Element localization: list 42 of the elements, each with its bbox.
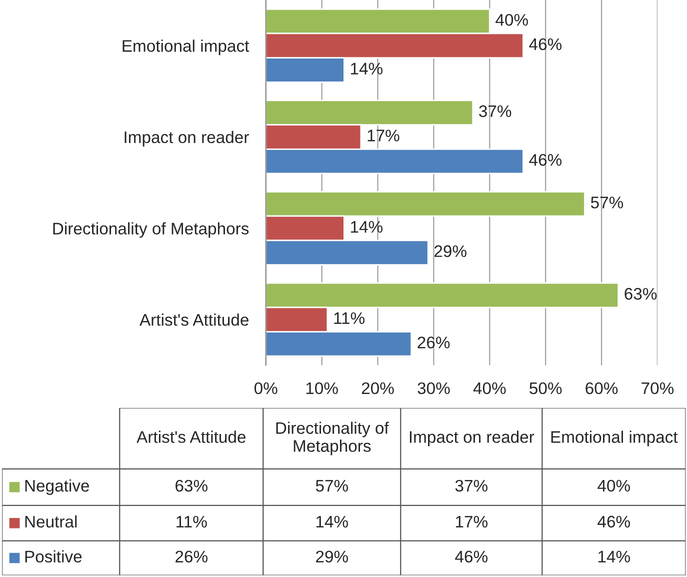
legend-label: Negative	[25, 479, 90, 495]
data-label: 63%	[624, 288, 657, 300]
data-label: 40%	[496, 14, 528, 26]
data-label: 37%	[479, 105, 512, 118]
category-label: Directionality of Metaphors	[276, 422, 389, 456]
data-label: 14%	[351, 62, 383, 74]
text: 46%	[598, 516, 630, 528]
data-label: 46%	[529, 154, 562, 166]
text: 57%	[316, 480, 348, 492]
y-tick-label: Artist's Attitude	[140, 314, 248, 326]
text: 37%	[455, 480, 488, 492]
text: 26%	[176, 550, 208, 563]
text: 11%	[176, 516, 207, 528]
data-label: 17%	[368, 130, 400, 142]
text: 14%	[598, 550, 630, 562]
text: 14%	[316, 516, 348, 528]
text: 17%	[456, 516, 488, 528]
x-tick-label: 30%	[418, 382, 450, 394]
category-label: Emotional impact	[551, 430, 678, 446]
data-label: 14%	[351, 221, 383, 233]
text: 46%	[455, 550, 488, 563]
x-tick-label: 70%	[642, 382, 674, 394]
data-label: 11%	[334, 312, 364, 324]
x-tick-label: 60%	[586, 382, 618, 394]
x-tick-label: 20%	[362, 382, 394, 394]
x-tick-label: 40%	[473, 382, 506, 394]
y-tick-label: Impact on reader	[124, 130, 249, 146]
legend-label: Neutral	[25, 515, 77, 528]
data-label: 57%	[590, 196, 624, 208]
text: 40%	[598, 480, 630, 492]
legend-label: Positive	[25, 550, 82, 563]
y-tick-label: Directionality of Metaphors	[53, 222, 249, 238]
data-label: 46%	[529, 38, 562, 50]
x-tick-label: 10%	[306, 382, 338, 394]
text: 63%	[176, 480, 208, 492]
y-tick-label: Emotional impact	[122, 40, 250, 56]
data-label: 29%	[434, 245, 466, 258]
x-tick-label: 50%	[530, 382, 562, 394]
data-label: 26%	[418, 336, 450, 348]
category-label: Impact on reader	[410, 430, 534, 446]
x-tick-label: 0%	[254, 382, 278, 394]
text: 29%	[316, 550, 348, 563]
